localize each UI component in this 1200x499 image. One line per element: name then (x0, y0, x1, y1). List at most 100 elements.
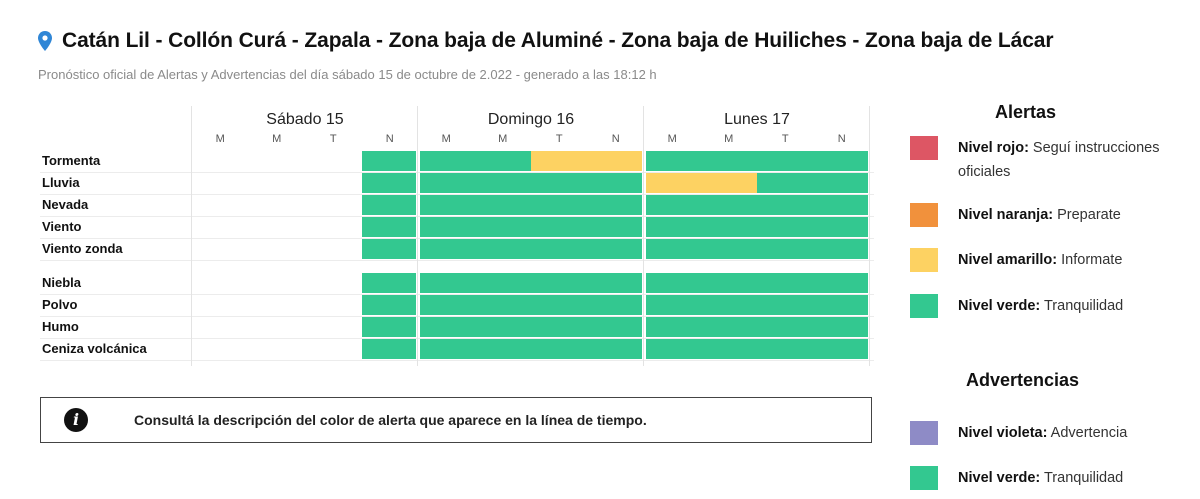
legend-level-name: Nivel verde: (958, 470, 1041, 486)
legend-level-name: Nivel amarillo: (958, 252, 1058, 268)
legend-text: Nivel rojo: Seguí instrucciones oficiale… (958, 136, 1178, 184)
legend-text: Nivel naranja: Preparate (958, 203, 1178, 227)
level-cell-verde (587, 217, 642, 237)
level-cell-verde (700, 239, 758, 259)
legend-item-verde: Nivel verde: Tranquilidad (910, 294, 1178, 318)
level-cell-verde (757, 339, 814, 359)
level-cell-verde (361, 217, 416, 237)
day-header: Domingo 16 M M T N (418, 106, 644, 150)
advertencias-title: Advertencias (966, 370, 1080, 390)
level-cell-verde (646, 295, 701, 315)
level-cell-verde (474, 195, 532, 215)
info-icon: i (64, 408, 88, 432)
legend-level-desc: Advertencia (1047, 425, 1128, 441)
level-cell-verde (420, 317, 475, 337)
level-cell-verde (700, 295, 758, 315)
level-cell-verde (757, 151, 814, 171)
phenomenon-label: Lluvia (42, 175, 80, 190)
phenomenon-label: Viento zonda (42, 241, 123, 256)
legend-item-verde: Nivel verde: Tranquilidad (910, 466, 1178, 490)
level-cell-verde (813, 317, 868, 337)
legend-text: Nivel verde: Tranquilidad (958, 294, 1178, 318)
phenomenon-label: Ceniza volcánica (42, 341, 147, 356)
level-cell-verde (646, 339, 701, 359)
level-cell-verde (587, 339, 642, 359)
phenomenon-row: Viento zonda (40, 238, 874, 261)
level-cell-verde (700, 339, 758, 359)
phenomenon-row: Tormenta (40, 150, 874, 173)
slot-label: M (724, 133, 734, 145)
legend-text: Nivel violeta: Advertencia (958, 421, 1178, 445)
level-cell-verde (587, 239, 642, 259)
level-cell-verde (646, 151, 701, 171)
level-cell-verde (474, 217, 532, 237)
level-cell-verde (757, 317, 814, 337)
level-cell-verde (813, 173, 868, 193)
level-cell-verde (420, 151, 475, 171)
slot-label: T (555, 133, 563, 145)
level-cell-verde (531, 339, 588, 359)
slot-label: M (272, 133, 282, 145)
level-cell-verde (646, 217, 701, 237)
level-cell-verde (700, 217, 758, 237)
level-cell-verde (474, 273, 532, 293)
level-cell-verde (531, 173, 588, 193)
slot-label: T (329, 133, 337, 145)
level-cell-verde (361, 295, 416, 315)
legend-level-name: Nivel verde: (958, 298, 1041, 314)
level-cell-verde (361, 195, 416, 215)
level-cell-verde (813, 295, 868, 315)
legend-item-rojo: Nivel rojo: Seguí instrucciones oficiale… (910, 136, 1178, 184)
level-cell-verde (757, 195, 814, 215)
level-cell-verde (757, 239, 814, 259)
level-cell-verde (474, 317, 532, 337)
level-cell-verde (700, 151, 758, 171)
map-pin-icon (38, 31, 52, 51)
level-cell-verde (420, 173, 475, 193)
level-cell-amarillo (587, 151, 642, 171)
level-cell-verde (700, 195, 758, 215)
level-cell-verde (531, 273, 588, 293)
level-cell-verde (531, 295, 588, 315)
legend-level-name: Nivel rojo: (958, 140, 1029, 156)
legend-level-desc: Tranquilidad (1040, 298, 1124, 314)
day-name: Sábado 15 (266, 111, 344, 128)
level-cell-verde (813, 339, 868, 359)
phenomenon-label: Humo (42, 319, 79, 334)
legend-swatch (910, 466, 938, 490)
level-cell-verde (587, 195, 642, 215)
level-cell-verde (361, 339, 416, 359)
legend-swatch (910, 294, 938, 318)
alertas-title: Alertas (995, 102, 1057, 122)
phenomenon-row: Viento (40, 216, 874, 239)
slot-label: N (385, 133, 394, 145)
slot-label: M (498, 133, 508, 145)
level-cell-verde (361, 317, 416, 337)
phenomenon-label: Niebla (42, 275, 82, 290)
day-header: Lunes 17 M M T N (644, 106, 870, 150)
legend-swatch (910, 203, 938, 227)
legend-item-naranja: Nivel naranja: Preparate (910, 203, 1178, 227)
level-cell-verde (531, 195, 588, 215)
level-cell-verde (646, 239, 701, 259)
legend-swatch (910, 421, 938, 445)
level-cell-verde (757, 295, 814, 315)
level-cell-verde (361, 273, 416, 293)
level-cell-verde (813, 273, 868, 293)
legend-level-name: Nivel violeta: (958, 425, 1048, 441)
phenomenon-row: Lluvia (40, 172, 874, 195)
day-name: Lunes 17 (724, 111, 790, 128)
level-cell-verde (531, 317, 588, 337)
legend-level-name: Nivel naranja: (958, 207, 1054, 223)
forecast-subtitle: Pronóstico oficial de Alertas y Adverten… (38, 67, 657, 82)
legend-item-amarillo: Nivel amarillo: Informate (910, 248, 1178, 272)
level-cell-verde (420, 339, 475, 359)
phenomenon-row: Ceniza volcánica (40, 338, 874, 361)
legend-level-desc: Seguí instrucciones oficiales (958, 140, 1160, 180)
page-header: Catán Lil - Collón Curá - Zapala - Zona … (38, 29, 1054, 53)
level-cell-amarillo (646, 173, 701, 193)
slot-label: M (441, 133, 451, 145)
legend-level-desc: Preparate (1053, 207, 1121, 223)
slot-label: T (781, 133, 789, 145)
level-cell-verde (646, 195, 701, 215)
